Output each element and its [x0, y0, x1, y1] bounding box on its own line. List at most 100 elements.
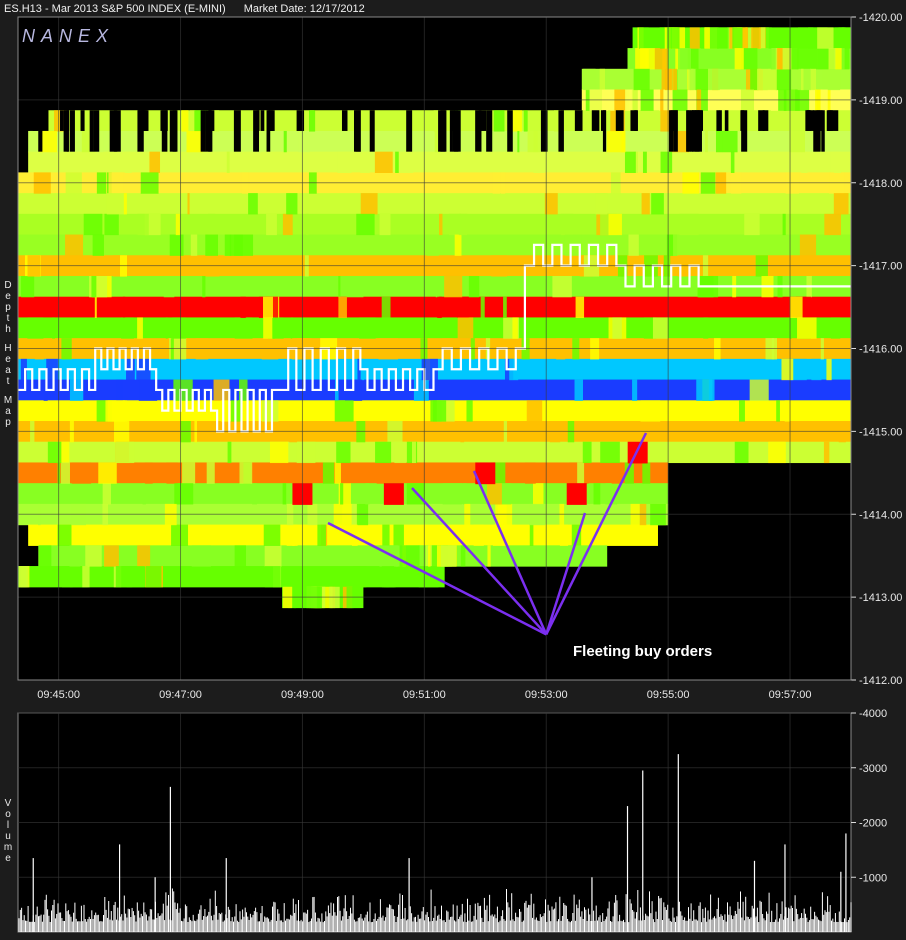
heat-cell [338, 275, 341, 298]
heat-gap [821, 110, 825, 152]
heat-cell [605, 483, 618, 505]
side-label-letter: m [3, 842, 13, 853]
heat-cell [532, 483, 544, 505]
side-label-letter: u [5, 831, 11, 842]
heat-cell [705, 130, 708, 153]
heat-cell [462, 483, 467, 505]
heat-gap [673, 110, 678, 152]
heat-cell [437, 296, 442, 319]
heat-cell [346, 275, 364, 298]
symbol-label: ES.H13 - Mar 2013 S&P 500 INDEX (E-MINI) [4, 3, 226, 15]
heat-cell [560, 213, 574, 236]
heat-cell [224, 234, 232, 256]
side-label-letter: M [3, 395, 13, 406]
heat-gap [478, 110, 487, 131]
heat-cell [689, 68, 698, 91]
heat-gap [719, 110, 722, 131]
heat-cell [768, 441, 786, 464]
heat-cell [340, 462, 351, 484]
heat-cell [493, 110, 505, 132]
heat-gap [160, 110, 168, 131]
x-tick-label: 09:51:00 [403, 689, 446, 701]
heat-cell [696, 379, 715, 401]
heat-cell [322, 462, 335, 484]
heat-cell [679, 213, 699, 236]
heat-cell [468, 275, 480, 298]
heat-cell [227, 379, 238, 401]
heat-cell [83, 213, 103, 236]
heat-cell [776, 400, 780, 422]
heat-cell [775, 68, 792, 91]
heat-cell [126, 566, 145, 588]
heat-gap [558, 110, 564, 152]
heat-cell [582, 441, 592, 464]
heat-cell [612, 317, 622, 339]
heat-gap [260, 110, 265, 131]
heat-cell [248, 193, 258, 215]
heat-cell [163, 275, 175, 298]
heat-cell [175, 213, 180, 236]
heat-cell [740, 48, 758, 70]
heat-cell [730, 151, 735, 173]
heat-cell [202, 275, 206, 298]
heat-band [48, 110, 852, 132]
heat-cell [208, 213, 216, 236]
heat-cell [517, 130, 520, 153]
x-tick-label: 09:55:00 [647, 689, 690, 701]
heat-gap [806, 110, 814, 131]
y-tick-label: -1419.00 [859, 95, 902, 107]
heat-cell [666, 27, 673, 49]
heat-cell [695, 68, 708, 91]
heat-gap [200, 110, 206, 152]
heat-cell [381, 566, 395, 588]
heat-cell [226, 151, 230, 173]
heat-gap [208, 110, 213, 152]
heat-cell [182, 462, 196, 484]
heat-cell [102, 483, 111, 505]
heat-cell [394, 441, 407, 464]
heat-cell [334, 462, 341, 484]
heat-cell [640, 48, 649, 70]
annotation-line [545, 512, 587, 635]
heat-cell [628, 234, 639, 256]
heat-cell [732, 27, 743, 49]
heat-cell [466, 400, 473, 422]
heat-cell [411, 441, 416, 464]
heat-gap [369, 110, 375, 152]
heat-cell [171, 524, 189, 546]
heat-gap [507, 110, 513, 152]
heat-cell [39, 130, 58, 153]
heat-cell [652, 317, 669, 339]
heat-cell [826, 358, 832, 381]
heat-cell [428, 545, 431, 567]
heat-cell [595, 193, 608, 215]
heat-cell [379, 213, 391, 236]
heat-gap [256, 110, 260, 131]
annotation-line [545, 432, 648, 635]
heat-cell [92, 234, 104, 256]
heat-cell [121, 317, 134, 339]
heat-cell [523, 110, 528, 132]
heat-gap [80, 110, 85, 131]
heat-cell [187, 193, 190, 215]
heat-cell [191, 545, 211, 567]
y-tick-label: -1418.00 [859, 178, 902, 190]
heat-cell [552, 275, 572, 298]
side-label-letter: e [5, 354, 11, 365]
heat-cell [282, 483, 287, 505]
heat-cell [399, 151, 414, 173]
heat-cell [376, 462, 385, 484]
heat-cell [666, 234, 678, 256]
heat-gap [475, 110, 482, 152]
heat-gap [687, 110, 691, 152]
heat-cell [433, 110, 441, 132]
heat-cell [365, 483, 370, 505]
heat-gap [450, 110, 455, 131]
heat-gap [591, 110, 600, 131]
heat-gap [137, 110, 141, 131]
heat-cell [336, 441, 351, 464]
heat-gap [64, 110, 70, 131]
heat-cell [338, 296, 347, 319]
heat-cell [357, 358, 361, 381]
